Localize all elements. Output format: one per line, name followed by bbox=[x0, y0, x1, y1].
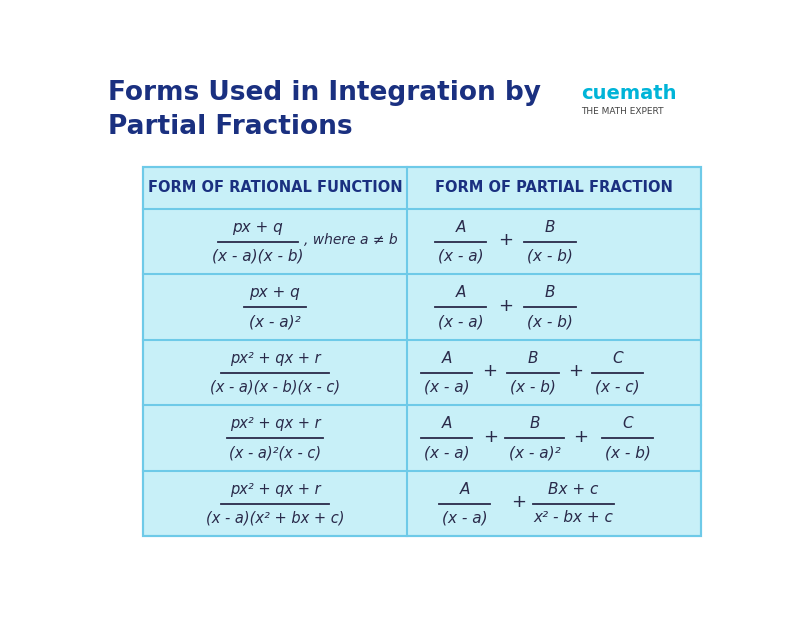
Text: (x - a)(x - b)(x - c): (x - a)(x - b)(x - c) bbox=[210, 379, 340, 394]
Text: C: C bbox=[611, 351, 622, 366]
Text: (x - a)²: (x - a)² bbox=[249, 314, 300, 329]
Text: B: B bbox=[527, 351, 537, 366]
Text: (x - a): (x - a) bbox=[438, 314, 483, 329]
Text: FORM OF PARTIAL FRACTION: FORM OF PARTIAL FRACTION bbox=[434, 180, 672, 196]
Text: (x - a): (x - a) bbox=[424, 379, 469, 394]
Text: Partial Fractions: Partial Fractions bbox=[108, 115, 353, 141]
Text: (x - a): (x - a) bbox=[438, 249, 483, 264]
Text: Forms Used in Integration by: Forms Used in Integration by bbox=[108, 80, 540, 106]
Text: (x - a)(x - b): (x - a)(x - b) bbox=[212, 249, 304, 264]
Text: (x - a)²(x - c): (x - a)²(x - c) bbox=[229, 445, 320, 460]
Text: B: B bbox=[528, 416, 539, 431]
Text: +: + bbox=[497, 232, 512, 249]
Text: +: + bbox=[483, 428, 498, 446]
Text: B: B bbox=[544, 220, 555, 235]
Text: px² + qx + r: px² + qx + r bbox=[230, 351, 320, 366]
Text: FORM OF RATIONAL FUNCTION: FORM OF RATIONAL FUNCTION bbox=[148, 180, 402, 196]
Text: C: C bbox=[622, 416, 632, 431]
Text: +: + bbox=[497, 297, 512, 314]
Text: (x - a): (x - a) bbox=[442, 511, 487, 526]
Text: +: + bbox=[573, 428, 588, 446]
Text: +: + bbox=[567, 362, 582, 380]
Text: A: A bbox=[459, 482, 469, 496]
Text: (x - b): (x - b) bbox=[527, 249, 573, 264]
Text: px² + qx + r: px² + qx + r bbox=[230, 482, 320, 496]
Text: A: A bbox=[441, 351, 451, 366]
Text: (x - b): (x - b) bbox=[509, 379, 555, 394]
Bar bbox=[143, 167, 700, 536]
Bar bbox=[143, 167, 700, 536]
Text: cuemath: cuemath bbox=[581, 84, 675, 103]
Text: Bx + c: Bx + c bbox=[548, 482, 597, 496]
Text: A: A bbox=[455, 220, 466, 235]
Text: A: A bbox=[455, 285, 466, 300]
Text: (x - c): (x - c) bbox=[594, 379, 639, 394]
Text: px + q: px + q bbox=[232, 220, 283, 235]
Text: px + q: px + q bbox=[249, 285, 300, 300]
Text: x² - bx + c: x² - bx + c bbox=[532, 511, 613, 526]
Text: px² + qx + r: px² + qx + r bbox=[230, 416, 320, 431]
Text: (x - b): (x - b) bbox=[527, 314, 573, 329]
Text: +: + bbox=[511, 493, 526, 511]
Text: , where a ≠ b: , where a ≠ b bbox=[304, 233, 397, 247]
Text: A: A bbox=[441, 416, 451, 431]
Text: (x - a)²: (x - a)² bbox=[508, 445, 560, 460]
Text: B: B bbox=[544, 285, 555, 300]
Text: +: + bbox=[482, 362, 497, 380]
Text: (x - b): (x - b) bbox=[604, 445, 650, 460]
Text: THE MATH EXPERT: THE MATH EXPERT bbox=[581, 106, 662, 116]
Text: (x - a)(x² + bx + c): (x - a)(x² + bx + c) bbox=[206, 511, 344, 526]
Text: (x - a): (x - a) bbox=[424, 445, 469, 460]
